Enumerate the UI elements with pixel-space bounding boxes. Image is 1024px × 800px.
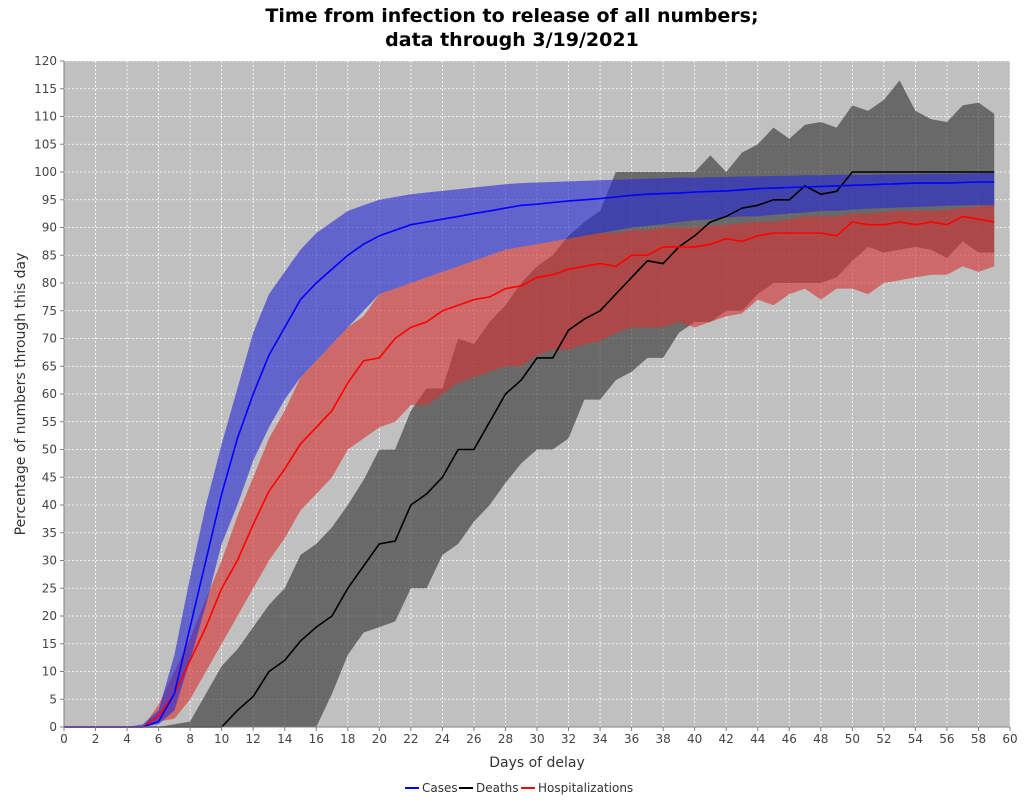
x-tick-label: 38	[655, 732, 670, 746]
x-tick-label: 6	[155, 732, 163, 746]
x-tick-label: 52	[876, 732, 891, 746]
y-tick-label: 100	[34, 165, 57, 179]
y-tick-label: 75	[42, 304, 57, 318]
x-tick-label: 16	[309, 732, 324, 746]
y-tick-label: 45	[42, 470, 57, 484]
x-tick-label: 12	[246, 732, 261, 746]
x-tick-label: 24	[435, 732, 450, 746]
x-tick-label: 60	[1002, 732, 1017, 746]
y-tick-label: 30	[42, 554, 57, 568]
x-tick-label: 42	[719, 732, 734, 746]
y-tick-label: 15	[42, 637, 57, 651]
y-tick-label: 55	[42, 415, 57, 429]
legend-label-hospitalizations: Hospitalizations	[538, 781, 633, 795]
band-cases	[64, 173, 995, 728]
y-tick-label: 120	[34, 54, 57, 68]
y-tick-label: 10	[42, 665, 57, 679]
x-tick-label: 10	[214, 732, 229, 746]
y-tick-label: 35	[42, 526, 57, 540]
x-tick-label: 40	[687, 732, 702, 746]
y-tick-label: 85	[42, 248, 57, 262]
legend-label-deaths: Deaths	[476, 781, 519, 795]
x-tick-label: 54	[908, 732, 923, 746]
x-tick-label: 18	[340, 732, 355, 746]
y-tick-label: 80	[42, 276, 57, 290]
y-tick-label: 25	[42, 581, 57, 595]
x-tick-label: 56	[939, 732, 954, 746]
y-tick-label: 90	[42, 221, 57, 235]
y-tick-label: 95	[42, 193, 57, 207]
x-tick-label: 26	[466, 732, 481, 746]
x-tick-label: 48	[813, 732, 828, 746]
chart-title-line1: Time from infection to release of all nu…	[265, 5, 758, 27]
y-tick-label: 50	[42, 443, 57, 457]
x-tick-label: 44	[750, 732, 765, 746]
y-tick-label: 70	[42, 332, 57, 346]
y-tick-label: 110	[34, 110, 57, 124]
x-tick-label: 50	[845, 732, 860, 746]
y-tick-label: 5	[49, 692, 57, 706]
x-tick-label: 4	[123, 732, 131, 746]
y-tick-label: 20	[42, 609, 57, 623]
y-tick-label: 105	[34, 137, 57, 151]
y-tick-label: 115	[34, 82, 57, 96]
legend-label-cases: Cases	[422, 781, 458, 795]
x-tick-label: 36	[624, 732, 639, 746]
y-tick-label: 60	[42, 387, 57, 401]
x-tick-label: 30	[529, 732, 544, 746]
axes	[60, 60, 1011, 731]
x-tick-label: 20	[372, 732, 387, 746]
y-tick-label: 0	[49, 720, 57, 734]
x-tick-label: 28	[498, 732, 513, 746]
y-axis-label: Percentage of numbers through this day	[13, 253, 29, 536]
line-hospitalizations	[64, 215, 995, 728]
y-tick-labels: 0 5 10 15 20 25 30 35 40 45 50 55 60 65 70 75 80 85 90 95 10…	[34, 54, 57, 734]
y-tick-label: 40	[42, 498, 57, 512]
chart-title-line2: data through 3/19/2021	[385, 29, 639, 51]
y-tick-label: 65	[42, 359, 57, 373]
legend: Cases Deaths Hospitalizations	[405, 781, 633, 795]
confidence-bands	[64, 80, 995, 728]
x-tick-label: 14	[277, 732, 292, 746]
x-tick-label: 58	[971, 732, 986, 746]
x-tick-labels: 0 2 4 6 8 10 12 14 16 18 20 22 24 26 28 30 32 34 36 38 40 42 4…	[60, 732, 1017, 746]
x-tick-label: 22	[403, 732, 418, 746]
x-tick-label: 8	[186, 732, 194, 746]
x-tick-label: 32	[561, 732, 576, 746]
band-hospitalizations	[64, 205, 995, 728]
x-tick-label: 2	[92, 732, 100, 746]
x-tick-label: 0	[60, 732, 68, 746]
line-cases	[64, 181, 995, 728]
x-tick-label: 46	[782, 732, 797, 746]
x-tick-label: 34	[592, 732, 607, 746]
x-axis-label: Days of delay	[489, 755, 585, 771]
